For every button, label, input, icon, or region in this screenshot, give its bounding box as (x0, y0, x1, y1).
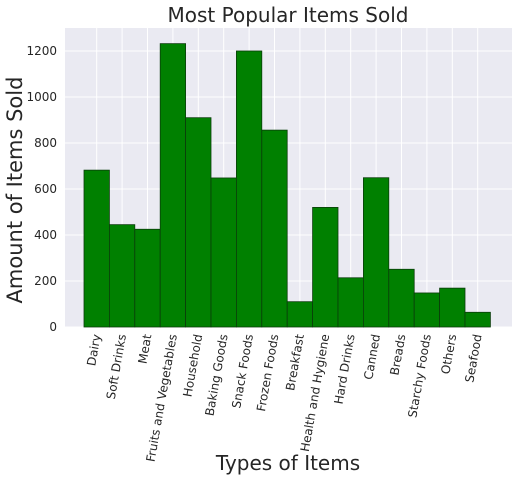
chart-title: Most Popular Items Sold (168, 3, 409, 27)
y-axis-label: Amount of Items Sold (3, 77, 27, 304)
bar-others (439, 287, 466, 328)
bar-breads (388, 268, 415, 328)
bar-hard-drinks (337, 277, 364, 328)
y-tick-label: 1200 (26, 44, 57, 58)
bar-snack-foods (235, 50, 263, 328)
bar-household (185, 117, 212, 328)
x-tick-label: Dairy (84, 333, 103, 367)
bar-health-and-hygiene (312, 206, 339, 328)
bar-meat (134, 228, 161, 328)
bar-seafood (464, 311, 491, 328)
y-tick-label: 600 (34, 182, 57, 196)
bar-starchy-foods (413, 292, 441, 328)
x-tick-label: Canned (361, 333, 383, 381)
y-tick-label: 1000 (26, 90, 57, 104)
x-tick-label: Starchy Foods (405, 333, 433, 419)
x-tick-label: Others (438, 333, 459, 375)
bars (83, 43, 491, 328)
bar-frozen-foods (261, 129, 288, 328)
y-tick-label: 200 (34, 274, 57, 288)
x-tick-label: Frozen Foods (254, 333, 281, 412)
x-tick-label: Baking Goods (202, 333, 230, 417)
bar-dairy (83, 169, 110, 328)
bar-baking-goods (210, 177, 237, 328)
bar-canned (362, 177, 390, 328)
x-tick-label: Meat (135, 333, 154, 365)
x-tick-label: Seafood (462, 333, 484, 384)
x-axis-label: Types of Items (215, 451, 360, 475)
y-tick-label: 400 (34, 228, 57, 242)
x-tick-label: Hard Drinks (332, 333, 358, 405)
bar-soft-drinks (109, 224, 136, 328)
bar-breakfast (286, 301, 314, 328)
x-tick-label: Breads (387, 333, 408, 376)
y-tick-labels: 0 200 400 600 800 1000 1200 (26, 44, 57, 334)
y-tick-label: 0 (49, 320, 57, 334)
y-tick-label: 800 (34, 136, 57, 150)
x-tick-label: Soft Drinks (104, 333, 129, 400)
x-tick-label: Breakfast (283, 333, 307, 392)
x-tick-label: Household (180, 333, 205, 398)
bar-fruits-and-vegetables (159, 43, 186, 328)
x-tick-label: Snack Foods (229, 333, 256, 409)
